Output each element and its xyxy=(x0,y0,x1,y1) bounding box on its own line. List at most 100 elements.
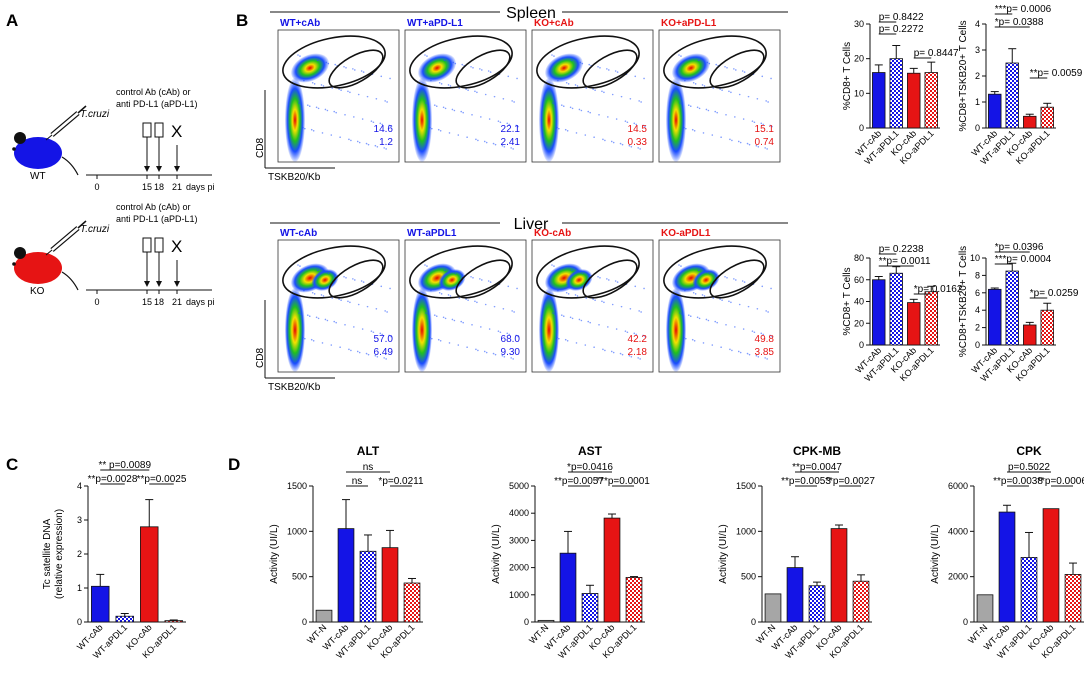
y-tick-label: 2 xyxy=(975,71,980,81)
scatter-dot xyxy=(692,81,695,84)
scatter-dot xyxy=(429,126,431,129)
scatter-dot xyxy=(594,299,596,302)
y-tick-label: 4 xyxy=(975,305,980,315)
scatter-dot xyxy=(366,95,369,98)
scatter-dot xyxy=(578,318,581,321)
scatter-dot xyxy=(702,132,705,134)
scatter-dot xyxy=(335,111,337,114)
scatter-dot xyxy=(701,84,704,86)
scatter-dot xyxy=(684,289,686,292)
scatter-dot xyxy=(764,147,766,149)
scatter-dot xyxy=(302,126,304,129)
scatter-dot xyxy=(439,339,442,342)
scatter-dot xyxy=(357,303,360,306)
scatter-dot xyxy=(638,310,640,312)
significance-label: **p=0.0047 xyxy=(792,462,842,473)
y-tick-label: 4000 xyxy=(948,526,968,536)
scatter-dot xyxy=(502,307,505,310)
cd8-gate xyxy=(536,245,640,299)
scatter-dot xyxy=(574,84,577,86)
treatment-label-2: anti PD-L1 (aPD-L1) xyxy=(116,214,198,224)
density-cloud-main xyxy=(539,288,559,372)
scatter-dot xyxy=(471,113,473,116)
y-axis-label: Activity (UI/L) xyxy=(718,524,729,583)
density-cloud-tetramer xyxy=(311,269,339,291)
harvest-mark: X xyxy=(171,237,182,256)
significance-label: **p=0.0027 xyxy=(825,476,875,487)
significance-label: ns xyxy=(352,476,363,487)
scatter-dot xyxy=(766,148,768,150)
scatter-dot xyxy=(761,75,764,78)
scatter-dot xyxy=(470,275,472,278)
scatter-dot xyxy=(438,291,441,294)
gate-percent-tetramer: 2.41 xyxy=(501,137,521,148)
scatter-dot xyxy=(322,295,325,297)
mouse-tail xyxy=(61,271,79,291)
scatter-dot xyxy=(751,330,754,332)
scatter-dot xyxy=(566,339,569,342)
scatter-dot xyxy=(352,278,354,280)
arrow-head xyxy=(174,281,180,287)
scatter-dot xyxy=(384,100,386,102)
scatter-dot xyxy=(553,55,555,57)
scatter-dot xyxy=(755,144,758,147)
scatter-dot xyxy=(339,346,341,348)
scatter-dot xyxy=(449,295,452,297)
scatter-dot xyxy=(692,291,695,294)
mouse-body xyxy=(14,252,62,284)
scatter-dot xyxy=(479,278,481,280)
scatter-dot xyxy=(588,273,591,276)
scatter-dot xyxy=(308,315,311,318)
scatter-dot xyxy=(487,280,490,282)
bar xyxy=(808,585,826,623)
scatter-dot xyxy=(637,147,639,149)
scatter-dot xyxy=(747,305,750,308)
scatter-dot xyxy=(320,294,323,296)
scatter-dot xyxy=(730,301,732,304)
scatter-dot xyxy=(728,300,730,303)
scatter-dot xyxy=(317,317,320,320)
scatter-dot xyxy=(447,84,450,86)
y-tick-label: 80 xyxy=(854,253,864,263)
scatter-dot xyxy=(440,83,443,85)
tetramer-gate xyxy=(328,259,384,299)
scatter-dot xyxy=(467,299,469,302)
scatter-dot xyxy=(331,297,334,299)
scatter-dot xyxy=(485,351,488,354)
scatter-dot xyxy=(566,129,569,132)
scatter-dot xyxy=(556,336,558,339)
scatter-dot xyxy=(551,54,553,56)
scatter-dot xyxy=(343,65,345,68)
scatter-dot xyxy=(608,69,610,71)
bar xyxy=(91,585,110,623)
scatter-dot xyxy=(771,335,773,338)
scatter-dot xyxy=(481,69,483,71)
scatter-dot xyxy=(453,109,456,112)
scatter-dot xyxy=(465,298,467,300)
scatter-dot xyxy=(375,97,378,100)
scatter-dot xyxy=(552,312,554,314)
scatter-dot xyxy=(443,59,446,62)
arrow-head xyxy=(156,281,162,287)
flow-y-label: CD8 xyxy=(255,138,266,158)
scatter-dot xyxy=(388,334,390,337)
gate-percent-tetramer: 0.74 xyxy=(755,137,775,148)
y-tick-label: 0 xyxy=(963,617,968,627)
scatter-dot xyxy=(603,91,605,94)
scatter-dot xyxy=(599,277,601,279)
scatter-dot xyxy=(460,320,463,323)
cd8-gate xyxy=(409,35,513,89)
scatter-dot xyxy=(633,332,636,335)
scatter-dot xyxy=(388,124,390,127)
scatter-dot xyxy=(353,116,355,118)
cd8-gate xyxy=(409,245,513,299)
scatter-dot xyxy=(644,125,646,128)
scatter-dot xyxy=(587,110,590,113)
scatter-dot xyxy=(452,271,455,274)
cd8-gate xyxy=(282,245,386,299)
scatter-dot xyxy=(570,59,573,62)
scatter-dot xyxy=(679,102,681,104)
condition-label: WT+aPD-L1 xyxy=(407,18,463,29)
